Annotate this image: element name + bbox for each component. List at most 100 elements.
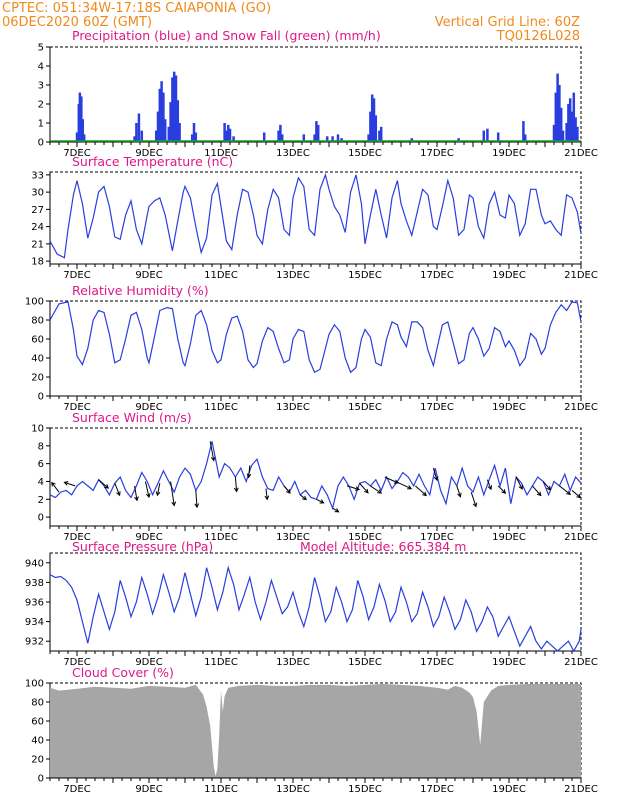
precip-ytick-label: 1: [38, 119, 44, 130]
rh-ytick-label: 20: [31, 373, 44, 384]
wind-arrow-head: [104, 484, 109, 489]
precip-bar: [194, 132, 198, 142]
panel-rh: Relative Humidity (%) 100 80 60 40 20 0 7DEC 9DE…: [25, 283, 598, 413]
precip-bar: [486, 128, 489, 142]
wind-arrow-head: [536, 491, 542, 497]
temp-xtick-label: 9DEC: [135, 270, 162, 281]
wind-arrow-head: [518, 484, 523, 490]
wind-ytick-label: 10: [31, 424, 44, 435]
wind-arrow-head: [145, 493, 151, 499]
rh-xtick-label: 7DEC: [63, 402, 90, 413]
rh-ytick-label: 40: [31, 354, 44, 365]
precip-bar: [457, 138, 460, 142]
wind-ytick-label: 2: [38, 495, 44, 506]
precip-bar: [572, 92, 576, 142]
rh-xtick-label: 21DEC: [564, 402, 598, 413]
temp-xtick-label: 21DEC: [564, 270, 598, 281]
precip-bar: [379, 126, 383, 142]
precip-xtick-label: 13DEC: [276, 148, 310, 159]
wind-arrow: [432, 467, 438, 481]
precip-bar: [162, 92, 165, 142]
panel-wind: Surface Wind (m/s) 10 8 6 4 2 0 7DEC 9DEC 11DEC 13…: [31, 410, 598, 543]
wind-arrow: [209, 441, 215, 461]
temp-xtick-label: 13DEC: [276, 270, 310, 281]
precip-bar: [171, 77, 174, 142]
precip-bar: [262, 132, 266, 142]
precip-bar: [367, 134, 370, 142]
pres-xtick-label: 15DEC: [348, 657, 382, 668]
precip-bar: [78, 92, 82, 142]
wind-arrow-head: [407, 485, 413, 490]
wind-arrow-head: [194, 503, 200, 509]
precip-bar: [565, 123, 568, 142]
wind-line: [49, 441, 582, 511]
wind-arrow-head: [501, 489, 507, 494]
wind-arrow: [415, 485, 427, 496]
wind-xtick-label: 17DEC: [420, 532, 454, 543]
wind-arrow: [156, 483, 161, 496]
rh-xtick-label: 15DEC: [348, 402, 382, 413]
pres-line: [49, 565, 582, 653]
precip-bar: [556, 73, 559, 142]
wind-arrow: [195, 490, 198, 508]
cloud-xtick-label: 21DEC: [564, 784, 598, 795]
header-run-date: 06DEC2020 60Z (GMT): [2, 15, 152, 30]
wind-arrow: [571, 489, 581, 498]
wind-arrow-head: [155, 491, 161, 497]
wind-arrow-head: [246, 473, 252, 479]
wind-arrow-head: [319, 499, 325, 504]
panel-cloud: Cloud Cover (%) 100 80 60 40 20 0 7DEC 9DEC 11DEC…: [25, 665, 598, 795]
precip-bar: [279, 124, 282, 142]
precip-bar: [133, 136, 136, 142]
precip-bar: [169, 102, 172, 142]
precip-xtick-label: 19DEC: [492, 148, 526, 159]
wind-xtick-label: 7DEC: [63, 532, 90, 543]
precip-bar: [576, 126, 579, 142]
rh-xtick-label: 17DEC: [420, 402, 454, 413]
wind-arrow: [283, 485, 291, 494]
wind-arrow-head: [116, 491, 121, 497]
cloud-ytick-label: 0: [38, 774, 44, 785]
precip-bar: [370, 94, 374, 142]
wind-arrow: [395, 481, 412, 490]
precip-bar: [140, 130, 144, 142]
rh-xtick-label: 9DEC: [135, 402, 162, 413]
wind-ytick-label: 4: [38, 477, 44, 488]
wind-xtick-label: 21DEC: [564, 532, 598, 543]
precip-bar: [302, 134, 306, 142]
precip-bar: [82, 134, 86, 142]
wind-arrow: [515, 476, 523, 490]
precip-bar: [561, 130, 565, 142]
wind-xtick-label: 9DEC: [135, 532, 162, 543]
pres-title: Surface Pressure (hPa): [72, 539, 213, 554]
rh-ytick-label: 60: [31, 335, 44, 346]
precip-bar: [522, 121, 525, 142]
precip-bar: [410, 138, 414, 142]
wind-arrow-head: [457, 492, 462, 498]
cloud-xtick-label: 11DEC: [204, 784, 238, 795]
wind-title: Surface Wind (m/s): [72, 410, 192, 425]
wind-arrow: [370, 485, 382, 494]
pres-xtick-label: 7DEC: [63, 657, 90, 668]
precip-bar: [313, 134, 316, 142]
pres-xtick-label: 19DEC: [492, 657, 526, 668]
header-grid-note: Vertical Grid Line: 60Z: [435, 15, 580, 30]
temp-xtick-label: 19DEC: [492, 270, 526, 281]
cloud-ytick-label: 80: [31, 698, 44, 709]
wind-arrow-head: [472, 502, 478, 508]
wind-arrow: [114, 483, 121, 496]
precip-bar: [226, 124, 230, 142]
precip-bar: [135, 123, 138, 142]
panels: Precipitation (blue) and Snow Fall (gree…: [25, 28, 598, 795]
rh-xtick-label: 19DEC: [492, 402, 526, 413]
wind-arrow: [248, 465, 251, 478]
cloud-xtick-label: 17DEC: [420, 784, 454, 795]
wind-arrow-head: [171, 501, 177, 507]
header-station: CPTEC: 051:34W-17:18S CAIAPONIA (GO): [2, 1, 271, 16]
header-run-code: TQ0126L028: [496, 29, 580, 44]
wind-arrow-head: [302, 495, 308, 501]
rh-frame: [49, 300, 582, 397]
cloud-area: [50, 684, 581, 778]
precip-ytick-label: 4: [38, 62, 44, 73]
precip-xtick-label: 17DEC: [420, 148, 454, 159]
